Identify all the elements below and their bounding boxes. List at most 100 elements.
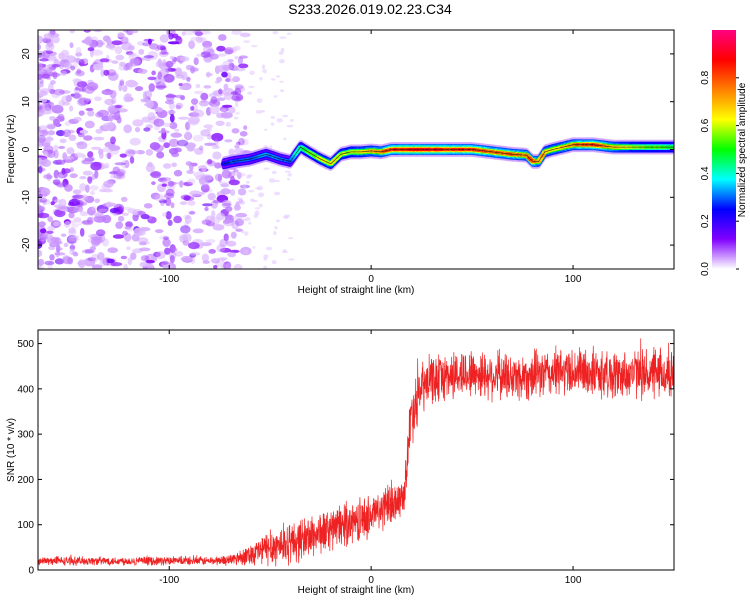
noise-blob bbox=[109, 171, 119, 175]
noise-blob bbox=[169, 55, 175, 60]
noise-blob bbox=[87, 47, 95, 52]
noise-blob bbox=[202, 203, 213, 207]
noise-blob bbox=[286, 32, 292, 35]
noise-blob bbox=[83, 30, 91, 33]
noise-blob bbox=[69, 245, 76, 250]
noise-blob bbox=[38, 204, 42, 212]
noise-blob bbox=[163, 142, 170, 149]
noise-blob bbox=[116, 171, 125, 177]
noise-blob bbox=[252, 246, 256, 249]
noise-blob bbox=[82, 194, 88, 201]
noise-blob bbox=[181, 31, 186, 36]
noise-blob bbox=[62, 256, 73, 265]
noise-blob bbox=[99, 258, 108, 267]
noise-blob bbox=[45, 199, 51, 205]
noise-blob bbox=[188, 210, 196, 215]
noise-blob bbox=[240, 230, 245, 234]
noise-blob bbox=[140, 98, 150, 103]
snr-ytick-label: 400 bbox=[17, 384, 34, 395]
noise-blob bbox=[248, 85, 255, 89]
noise-blob bbox=[93, 30, 103, 33]
noise-blob bbox=[224, 49, 233, 55]
noise-blob bbox=[174, 67, 183, 77]
noise-blob bbox=[123, 94, 132, 103]
noise-blob bbox=[46, 230, 54, 234]
noise-blob bbox=[42, 129, 48, 136]
noise-blob bbox=[207, 159, 213, 165]
noise-blob bbox=[233, 148, 244, 154]
noise-blob bbox=[113, 111, 121, 121]
noise-blob bbox=[148, 83, 155, 92]
noise-blob bbox=[186, 169, 194, 174]
noise-blob bbox=[169, 122, 178, 130]
noise-blob bbox=[49, 242, 60, 248]
noise-blob bbox=[76, 68, 82, 75]
noise-blob bbox=[143, 203, 153, 209]
noise-blob bbox=[38, 35, 44, 44]
noise-blob bbox=[155, 81, 166, 90]
noise-blob bbox=[38, 165, 43, 174]
noise-blob bbox=[103, 122, 115, 131]
noise-blob bbox=[214, 173, 223, 182]
noise-blob bbox=[85, 184, 90, 193]
noise-blob bbox=[243, 125, 248, 130]
noise-blob bbox=[263, 254, 269, 259]
noise-blob bbox=[147, 76, 157, 81]
noise-blob bbox=[94, 211, 103, 218]
noise-blob bbox=[257, 192, 265, 198]
noise-blob bbox=[84, 120, 95, 129]
noise-blob bbox=[215, 260, 225, 268]
noise-blob bbox=[42, 233, 53, 238]
noise-blob bbox=[69, 30, 75, 34]
noise-blob bbox=[97, 109, 109, 118]
noise-blob bbox=[119, 153, 128, 158]
noise-blob bbox=[179, 85, 191, 90]
noise-blob bbox=[192, 134, 204, 142]
noise-blob bbox=[168, 138, 179, 148]
noise-blob bbox=[55, 249, 60, 258]
noise-blob bbox=[241, 218, 248, 222]
noise-blob bbox=[38, 38, 47, 42]
noise-blob bbox=[287, 178, 291, 181]
noise-blob bbox=[179, 180, 184, 188]
noise-blob bbox=[270, 116, 276, 119]
noise-blob bbox=[199, 191, 205, 196]
noise-blob bbox=[205, 57, 213, 62]
noise-blob bbox=[255, 110, 263, 114]
spectrogram-ytick-label: 0 bbox=[21, 146, 32, 152]
noise-blob bbox=[90, 205, 97, 211]
noise-blob bbox=[106, 69, 117, 77]
noise-blob bbox=[163, 163, 172, 169]
noise-blob bbox=[47, 130, 56, 136]
noise-blob bbox=[278, 59, 285, 64]
noise-blob bbox=[39, 104, 50, 108]
noise-blob bbox=[201, 164, 207, 172]
noise-blob bbox=[54, 252, 66, 256]
spectrogram-ytick-label: -20 bbox=[21, 237, 32, 252]
noise-blob bbox=[168, 180, 175, 187]
noise-blob bbox=[174, 141, 180, 149]
noise-blob bbox=[47, 124, 56, 130]
noise-blob bbox=[139, 261, 148, 268]
noise-blob bbox=[208, 249, 216, 254]
noise-blob bbox=[200, 183, 210, 193]
noise-blob bbox=[72, 61, 78, 69]
noise-blob bbox=[41, 196, 47, 201]
noise-blob bbox=[98, 152, 104, 160]
noise-blob bbox=[64, 184, 73, 192]
noise-blob bbox=[249, 70, 255, 76]
noise-blob bbox=[287, 173, 293, 177]
noise-blob bbox=[185, 64, 194, 71]
noise-blob bbox=[92, 63, 104, 71]
noise-blob bbox=[234, 56, 239, 60]
noise-blob bbox=[43, 145, 54, 153]
noise-blob bbox=[224, 235, 229, 245]
noise-blob bbox=[216, 76, 223, 83]
noise-blob bbox=[38, 73, 43, 80]
noise-blob bbox=[271, 260, 277, 265]
noise-blob bbox=[290, 118, 294, 123]
ridge-line bbox=[223, 144, 674, 165]
snr-series-line bbox=[38, 338, 674, 567]
noise-blob bbox=[235, 104, 239, 107]
